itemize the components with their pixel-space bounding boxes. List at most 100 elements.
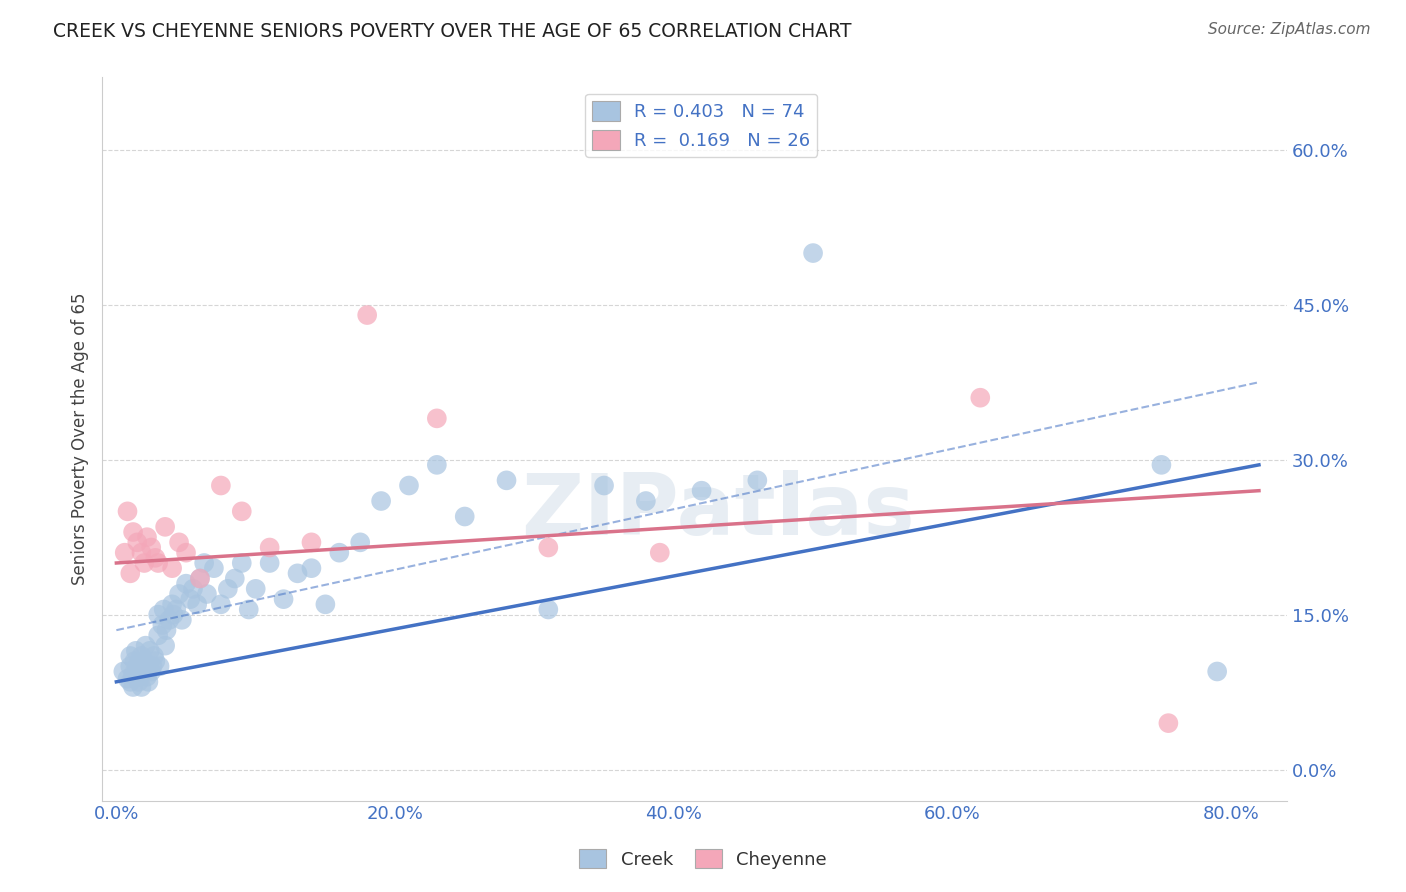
Text: ZIPatlas: ZIPatlas [522,470,915,553]
Point [1206,665,1229,679]
Point [426,411,449,425]
Point [231,504,253,518]
Point [145,654,167,668]
Point [134,654,156,668]
Point [259,541,281,555]
Point [139,644,162,658]
Point [188,572,211,586]
Point [153,639,176,653]
Point [160,561,183,575]
Point [170,613,193,627]
Point [301,561,323,575]
Legend: Creek, Cheyenne: Creek, Cheyenne [572,842,834,876]
Point [426,458,449,472]
Point [174,576,197,591]
Point [454,509,477,524]
Point [155,623,177,637]
Text: Source: ZipAtlas.com: Source: ZipAtlas.com [1208,22,1371,37]
Point [634,494,657,508]
Point [1157,716,1180,731]
Point [537,602,560,616]
Text: CREEK VS CHEYENNE SENIORS POVERTY OVER THE AGE OF 65 CORRELATION CHART: CREEK VS CHEYENNE SENIORS POVERTY OVER T… [53,22,852,41]
Point [117,672,139,686]
Point [195,587,218,601]
Point [131,648,153,663]
Point [146,556,169,570]
Point [349,535,371,549]
Point [370,494,392,508]
Point [127,659,149,673]
Point [193,556,215,570]
Point [127,670,149,684]
Point [141,665,163,679]
Point [122,680,145,694]
Point [148,659,170,673]
Point [134,665,156,679]
Point [209,478,232,492]
Point [122,667,145,681]
Point [160,597,183,611]
Point [127,535,149,549]
Point [188,572,211,586]
Point [141,541,163,555]
Point [122,524,145,539]
Point [157,613,180,627]
Point [209,597,232,611]
Point [217,582,239,596]
Point [593,478,616,492]
Point [537,541,560,555]
Point [136,670,159,684]
Point [181,582,204,596]
Point [143,648,166,663]
Point [142,659,165,673]
Point [165,602,187,616]
Point [150,618,173,632]
Point [135,639,157,653]
Point [495,474,517,488]
Point [398,478,420,492]
Point [356,308,378,322]
Point [124,654,146,668]
Point [136,530,159,544]
Point [328,546,350,560]
Point [287,566,309,581]
Point [134,556,156,570]
Point [1150,458,1173,472]
Point [186,597,208,611]
Point [138,674,160,689]
Legend: R = 0.403   N = 74, R =  0.169   N = 26: R = 0.403 N = 74, R = 0.169 N = 26 [585,94,817,157]
Point [162,607,184,622]
Point [245,582,267,596]
Point [238,602,260,616]
Point [747,474,769,488]
Point [114,546,136,560]
Point [259,556,281,570]
Point [969,391,991,405]
Point [145,550,167,565]
Point [167,535,190,549]
Point [120,659,142,673]
Point [112,665,135,679]
Point [224,572,246,586]
Point [136,659,159,673]
Point [801,246,824,260]
Point [273,592,295,607]
Point [132,659,155,673]
Point [117,504,139,518]
Point [152,602,174,616]
Point [128,674,150,689]
Point [231,556,253,570]
Point [174,546,197,560]
Point [131,546,153,560]
Point [179,592,201,607]
Point [129,665,152,679]
Point [153,520,176,534]
Point [167,587,190,601]
Point [120,566,142,581]
Point [314,597,336,611]
Point [146,607,169,622]
Point [120,648,142,663]
Point [131,680,153,694]
Point [125,644,148,658]
Point [120,674,142,689]
